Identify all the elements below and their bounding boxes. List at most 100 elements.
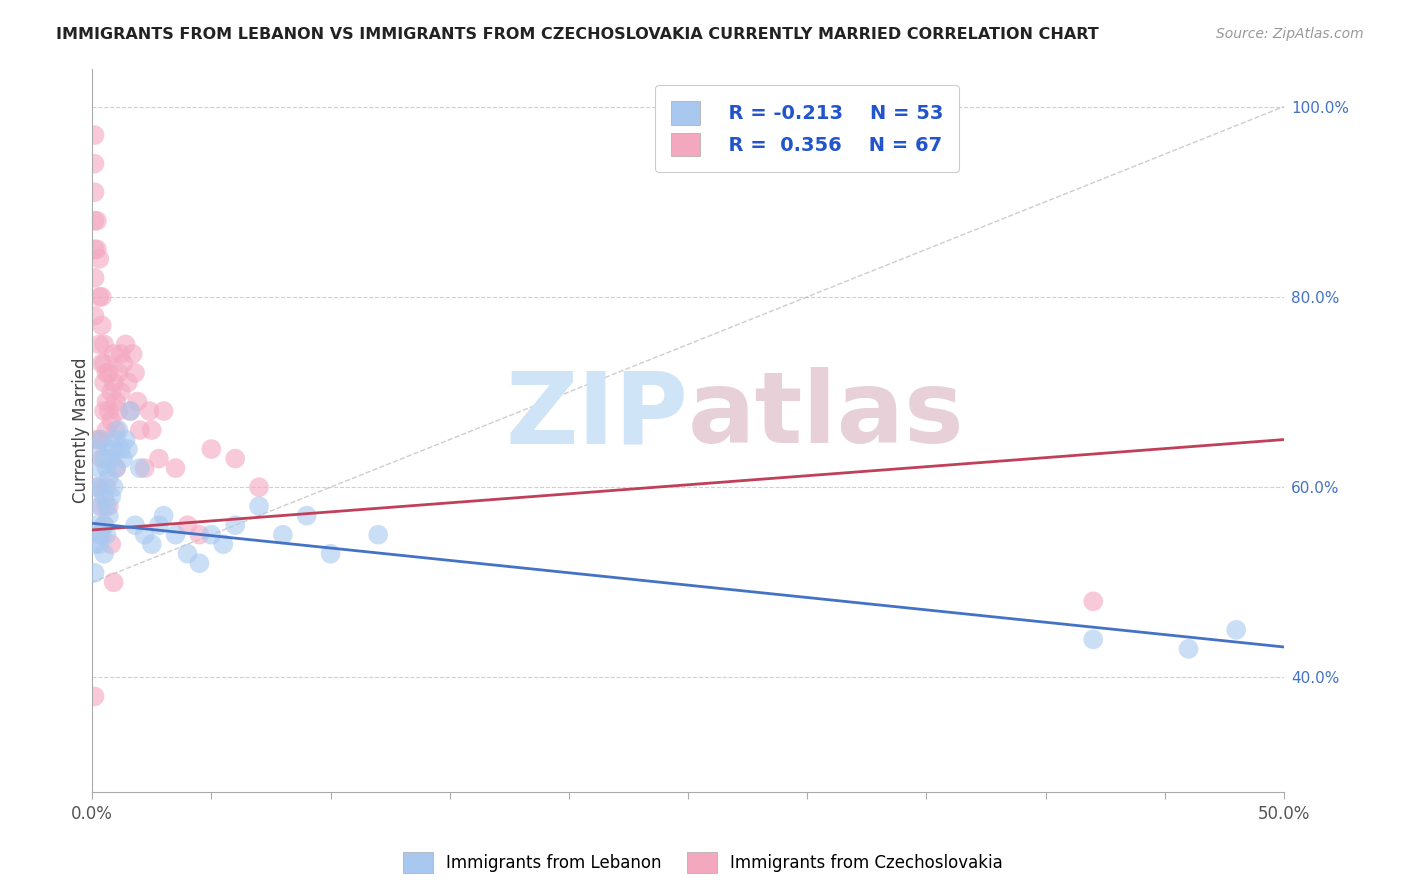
Point — [93, 518, 115, 533]
Point — [110, 384, 132, 399]
Point — [93, 547, 115, 561]
Point — [141, 423, 163, 437]
Point — [90, 290, 112, 304]
Point — [176, 518, 198, 533]
Point — [134, 461, 156, 475]
Point — [93, 490, 115, 504]
Point — [188, 527, 211, 541]
Point — [86, 442, 108, 456]
Point — [96, 499, 118, 513]
Point — [120, 404, 142, 418]
Point — [165, 461, 187, 475]
Point — [103, 442, 125, 456]
Point — [90, 433, 112, 447]
Point — [90, 356, 112, 370]
Point — [96, 423, 118, 437]
Point — [127, 394, 149, 409]
Point — [224, 451, 246, 466]
Point — [93, 451, 115, 466]
Point — [117, 376, 139, 390]
Point — [1177, 641, 1199, 656]
Point — [224, 518, 246, 533]
Point — [86, 242, 108, 256]
Point — [165, 527, 187, 541]
Point — [105, 433, 128, 447]
Legend:   R = -0.213    N = 53,   R =  0.356    N = 67: R = -0.213 N = 53, R = 0.356 N = 67 — [655, 86, 959, 172]
Point — [100, 451, 122, 466]
Point — [128, 423, 150, 437]
Point — [141, 537, 163, 551]
Point — [100, 384, 122, 399]
Point — [295, 508, 318, 523]
Point — [89, 499, 111, 513]
Point — [90, 527, 112, 541]
Point — [103, 480, 125, 494]
Point — [90, 451, 112, 466]
Point — [93, 356, 115, 370]
Point — [97, 470, 120, 484]
Point — [107, 404, 129, 418]
Point — [121, 347, 143, 361]
Point — [112, 356, 135, 370]
Point — [93, 337, 115, 351]
Point — [319, 547, 342, 561]
Point — [124, 518, 146, 533]
Point — [107, 366, 129, 380]
Point — [152, 404, 174, 418]
Point — [89, 527, 111, 541]
Point — [83, 185, 105, 199]
Point — [90, 499, 112, 513]
Point — [105, 394, 128, 409]
Point — [89, 461, 111, 475]
Point — [138, 404, 160, 418]
Point — [86, 433, 108, 447]
Point — [110, 442, 132, 456]
Point — [93, 404, 115, 418]
Point — [1083, 632, 1105, 647]
Point — [97, 404, 120, 418]
Point — [114, 433, 136, 447]
Point — [128, 461, 150, 475]
Point — [83, 156, 105, 170]
Point — [103, 347, 125, 361]
Point — [212, 537, 235, 551]
Point — [90, 318, 112, 333]
Point — [89, 537, 111, 551]
Point — [86, 213, 108, 227]
Point — [97, 508, 120, 523]
Y-axis label: Currently Married: Currently Married — [72, 358, 90, 503]
Point — [148, 518, 170, 533]
Point — [247, 499, 270, 513]
Point — [100, 537, 122, 551]
Point — [83, 690, 105, 704]
Point — [176, 547, 198, 561]
Point — [103, 575, 125, 590]
Point — [96, 366, 118, 380]
Point — [134, 527, 156, 541]
Point — [200, 442, 222, 456]
Point — [152, 508, 174, 523]
Point — [96, 394, 118, 409]
Point — [1083, 594, 1105, 608]
Point — [96, 461, 118, 475]
Point — [105, 423, 128, 437]
Point — [247, 480, 270, 494]
Point — [117, 442, 139, 456]
Point — [110, 347, 132, 361]
Point — [107, 423, 129, 437]
Point — [83, 242, 105, 256]
Point — [83, 270, 105, 285]
Point — [89, 252, 111, 266]
Point — [112, 451, 135, 466]
Point — [271, 527, 294, 541]
Point — [97, 442, 120, 456]
Point — [86, 480, 108, 494]
Point — [100, 490, 122, 504]
Point — [367, 527, 389, 541]
Point — [100, 413, 122, 427]
Point — [103, 376, 125, 390]
Point — [124, 366, 146, 380]
Point — [86, 518, 108, 533]
Point — [83, 128, 105, 142]
Point — [93, 518, 115, 533]
